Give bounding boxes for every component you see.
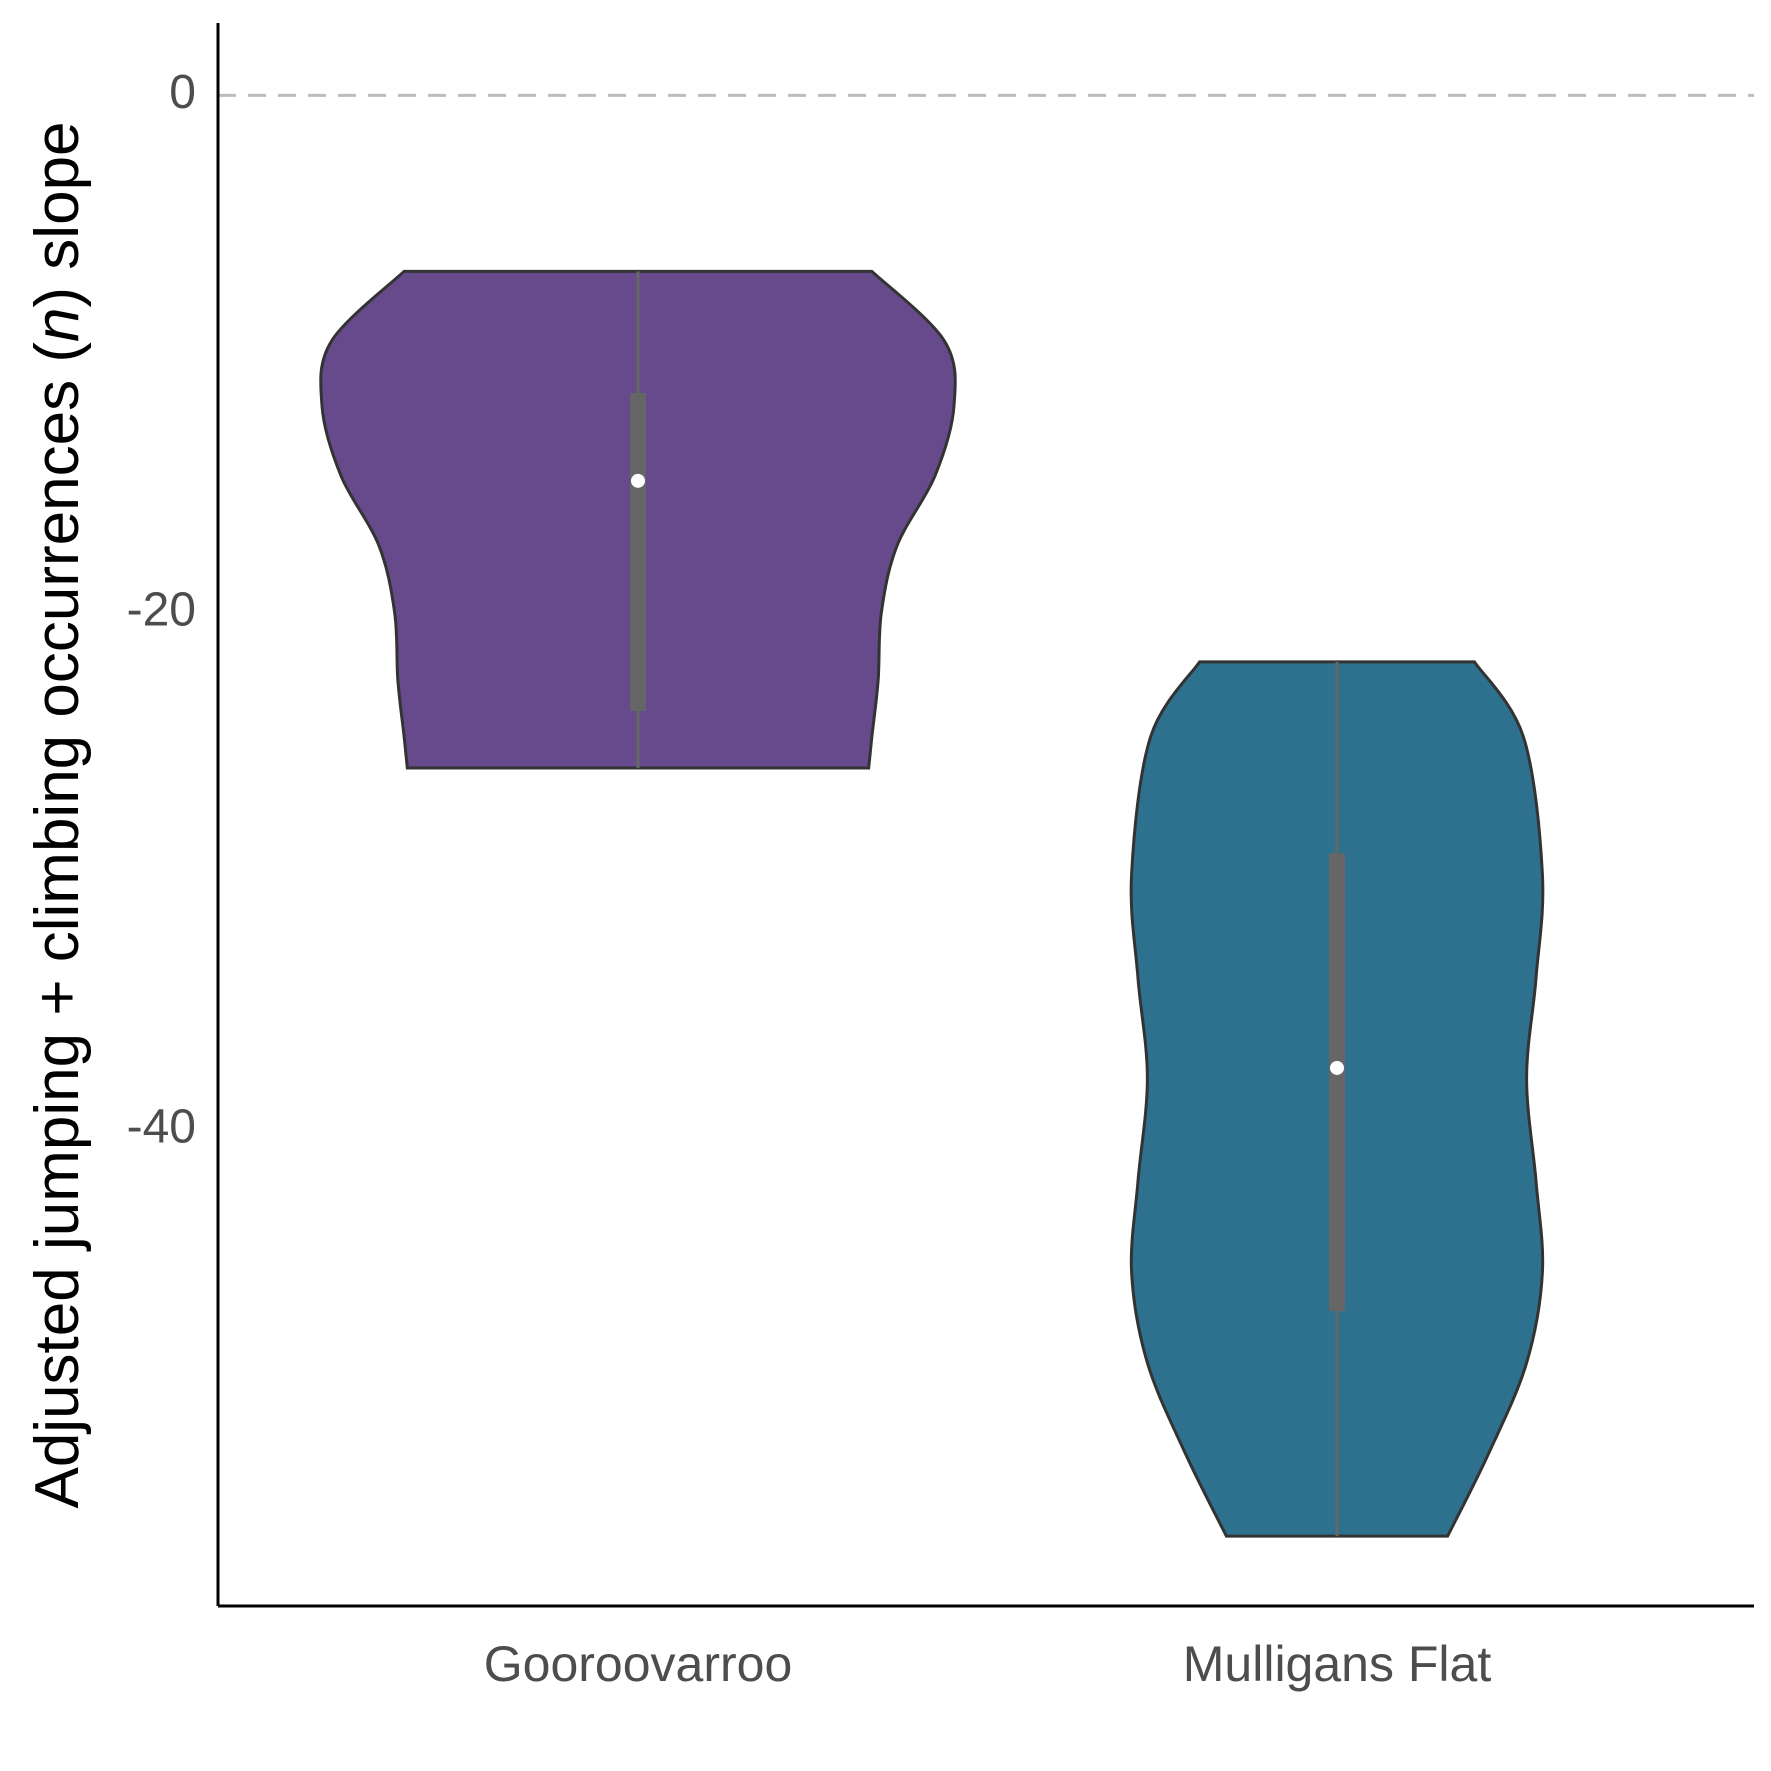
y-label-part: ) slope <box>23 121 92 307</box>
y-tick-label: 0 <box>169 66 196 119</box>
median <box>1330 1060 1344 1075</box>
x-tick-label: Gooroovarroo <box>484 1636 793 1692</box>
median <box>631 473 645 488</box>
y-tick-label: -20 <box>127 583 196 636</box>
iqr-box <box>630 392 646 712</box>
y-axis-label: Adjusted jumping + climbing occurrences … <box>23 121 92 1508</box>
y-tick-label: -40 <box>127 1101 196 1154</box>
x-tick-label: Mulligans Flat <box>1183 1636 1492 1692</box>
y-label-part: Adjusted jumping + climbing occurrences … <box>23 342 92 1509</box>
iqr-box <box>1329 853 1345 1312</box>
y-label-part: n <box>23 308 92 342</box>
